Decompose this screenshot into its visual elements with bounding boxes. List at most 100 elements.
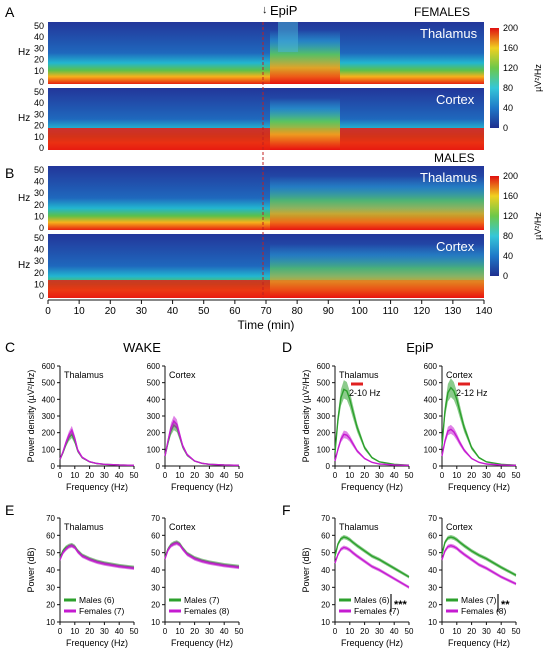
x-tick-label: 10 bbox=[74, 306, 86, 317]
x-tick-label: 10 bbox=[175, 471, 184, 480]
series-line bbox=[164, 542, 240, 569]
y-tick-label: 500 bbox=[42, 379, 56, 388]
region-title: Cortex bbox=[446, 370, 473, 380]
hz-label: Hz bbox=[18, 47, 30, 58]
y-tick-label: 40 bbox=[34, 32, 44, 42]
y-axis-label: Power (dB) bbox=[26, 547, 36, 592]
series-line bbox=[59, 428, 135, 467]
region-title: Cortex bbox=[446, 522, 473, 532]
y-tick-label: 20 bbox=[34, 121, 44, 131]
plot-1: 600 500 400 300 200 100 00 10 20 30 40 50Frequency … bbox=[147, 362, 244, 492]
y-tick-label: 70 bbox=[151, 514, 160, 523]
x-tick-label: 20 bbox=[105, 306, 117, 317]
section-title-epip: EpiP bbox=[406, 340, 433, 355]
y-tick-label: 10 bbox=[428, 618, 437, 627]
y-tick-label: 40 bbox=[151, 566, 160, 575]
y-tick-label: 0 bbox=[326, 462, 331, 471]
y-tick-label: 0 bbox=[156, 462, 161, 471]
x-tick-label: 40 bbox=[497, 471, 506, 480]
x-tick-label: 100 bbox=[351, 306, 368, 317]
series-band bbox=[165, 415, 239, 466]
y-tick-label: 50 bbox=[34, 165, 44, 175]
y-tick-label: 30 bbox=[321, 583, 330, 592]
band-label: 2-10 Hz bbox=[349, 388, 381, 398]
y-tick-label: 10 bbox=[34, 211, 44, 221]
legend-label: Females (8) bbox=[184, 606, 230, 616]
y-tick-label: 500 bbox=[317, 379, 331, 388]
x-tick-label: 20 bbox=[190, 627, 199, 636]
y-tick-label: 20 bbox=[46, 601, 55, 610]
x-tick-label: 20 bbox=[190, 471, 199, 480]
y-tick-label: 10 bbox=[46, 618, 55, 627]
colorbar-tick-label: 40 bbox=[503, 251, 513, 261]
time-axis-ticks: 0 10 20 30 40 50 60 70 80 90 100 110 120 130 140 bbox=[45, 300, 493, 317]
x-tick-label: 30 bbox=[482, 627, 491, 636]
x-tick-label: 120 bbox=[413, 306, 430, 317]
spectrogram-males-thalamus bbox=[48, 166, 484, 230]
colorbar-tick-label: 200 bbox=[503, 23, 518, 33]
y-tick-label: 10 bbox=[151, 618, 160, 627]
y-tick-label: 60 bbox=[46, 531, 55, 540]
panel-label-a: A bbox=[5, 4, 15, 20]
y-tick-label: 10 bbox=[34, 279, 44, 289]
y-tick-label: 30 bbox=[46, 583, 55, 592]
region-title: Cortex bbox=[169, 522, 196, 532]
y-axis-label: Power density (µV²/Hz) bbox=[301, 370, 311, 463]
plot-2: 600 500 400 300 200 100 00 10 20 30 40 50Frequency … bbox=[301, 362, 414, 492]
y-tick-label: 20 bbox=[151, 601, 160, 610]
y-tick-label: 0 bbox=[51, 462, 56, 471]
y-tick-label: 40 bbox=[46, 566, 55, 575]
y-axis-label: Power (dB) bbox=[301, 547, 311, 592]
time-axis-label: Time (min) bbox=[238, 318, 295, 332]
x-tick-label: 110 bbox=[383, 306, 399, 317]
x-tick-label: 30 bbox=[205, 471, 214, 480]
y-tick-label: 50 bbox=[34, 233, 44, 243]
y-tick-label: 30 bbox=[34, 43, 44, 53]
y-tick-label: 400 bbox=[317, 395, 331, 404]
y-tick-label: 30 bbox=[34, 109, 44, 119]
colorbar-label: µV²/Hz bbox=[533, 212, 543, 240]
y-tick-label: 10 bbox=[321, 618, 330, 627]
x-tick-label: 10 bbox=[70, 471, 79, 480]
x-tick-label: 80 bbox=[292, 306, 304, 317]
y-tick-label: 70 bbox=[428, 514, 437, 523]
y-tick-label: 50 bbox=[46, 549, 55, 558]
y-tick-label: 50 bbox=[34, 87, 44, 97]
y-tick-label: 500 bbox=[424, 379, 438, 388]
region-title: Thalamus bbox=[339, 370, 379, 380]
x-tick-label: 0 bbox=[333, 627, 338, 636]
colorbar-ticks: 200 160 120 80 40 0 200 160 120 80 40 0 bbox=[503, 23, 518, 281]
y-tick-label: 60 bbox=[321, 531, 330, 540]
y-tick-label: 300 bbox=[317, 412, 331, 421]
group-title-females: FEMALES bbox=[414, 5, 470, 19]
y-tick-label: 400 bbox=[42, 395, 56, 404]
x-tick-label: 50 bbox=[512, 471, 521, 480]
region-title: Thalamus bbox=[64, 522, 104, 532]
panel-label-b: B bbox=[5, 165, 14, 181]
y-tick-label: 10 bbox=[34, 66, 44, 76]
series-band bbox=[335, 430, 409, 466]
x-tick-label: 40 bbox=[115, 471, 124, 480]
x-tick-label: 50 bbox=[235, 471, 244, 480]
colorbar-tick-label: 160 bbox=[503, 191, 518, 201]
x-tick-label: 40 bbox=[167, 306, 179, 317]
colorbar-males bbox=[490, 176, 499, 276]
series-line bbox=[59, 544, 135, 569]
region-title: Cortex bbox=[436, 239, 475, 254]
legend-label: Females (7) bbox=[354, 606, 400, 616]
x-tick-label: 0 bbox=[333, 471, 338, 480]
y-tick-label: 200 bbox=[147, 429, 161, 438]
x-tick-label: 10 bbox=[452, 471, 461, 480]
x-tick-label: 10 bbox=[452, 627, 461, 636]
x-tick-label: 20 bbox=[85, 627, 94, 636]
y-tick-label: 0 bbox=[39, 77, 44, 87]
y-tick-label: 70 bbox=[46, 514, 55, 523]
y-tick-label: 0 bbox=[39, 223, 44, 233]
plot-0: 600 500 400 300 200 100 00 10 20 30 40 50Frequency … bbox=[26, 362, 139, 492]
colorbar-tick-label: 120 bbox=[503, 211, 518, 221]
x-tick-label: 0 bbox=[45, 306, 51, 317]
